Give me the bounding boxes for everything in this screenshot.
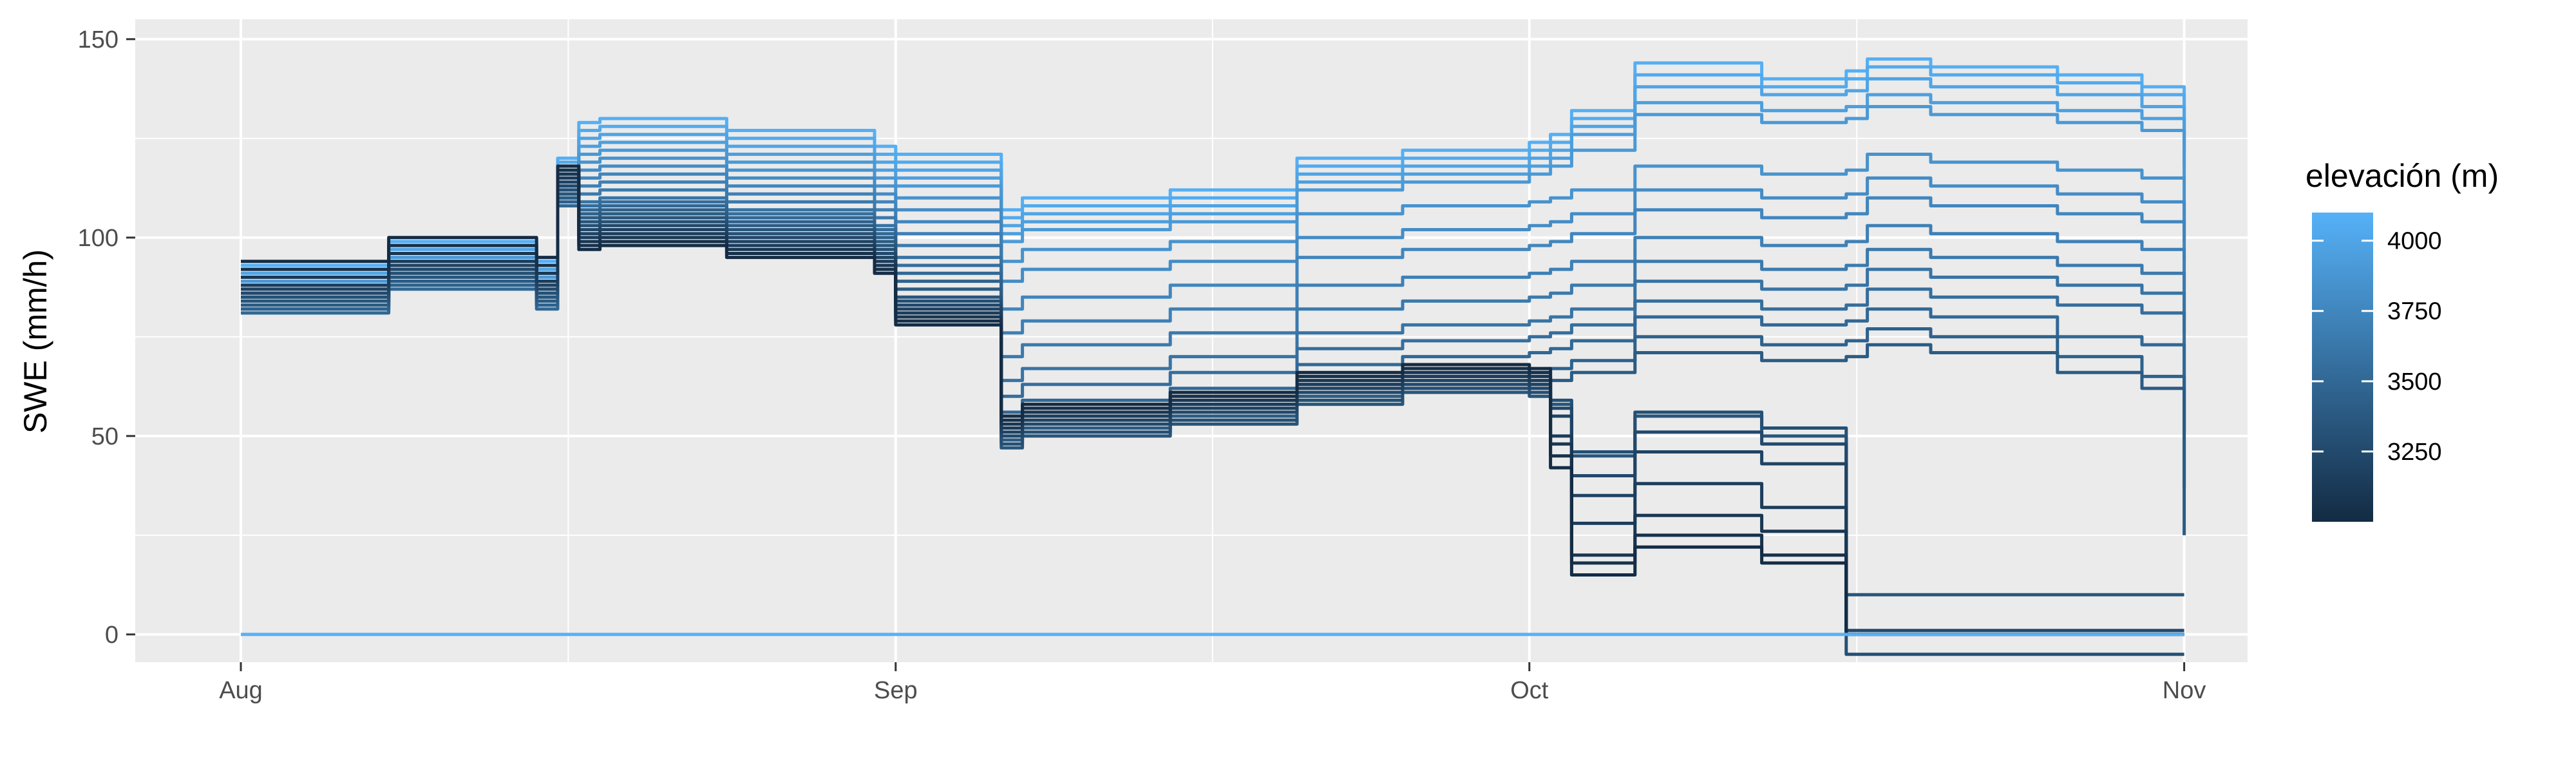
legend-title: elevación (m) <box>2306 158 2499 194</box>
panel-background <box>135 19 2248 662</box>
y-tick-label: 150 <box>78 26 118 53</box>
x-tick-label: Aug <box>219 677 263 704</box>
series-line <box>241 188 2184 656</box>
colorbar-label: 4000 <box>2387 228 2442 255</box>
x-tick-label: Sep <box>874 677 918 704</box>
colorbar-ticks: 3250 3500 3750 4000 <box>2312 228 2442 466</box>
y-tick-label: 100 <box>78 225 118 252</box>
legend: elevación (m) 3250 3500 3750 4000 <box>2306 158 2499 522</box>
y-tick-label: 0 <box>105 622 118 649</box>
x-tick-label: Nov <box>2163 677 2206 704</box>
x-axis: Aug Sep Oct Nov <box>219 662 2206 704</box>
series-line <box>241 188 2186 359</box>
series-lines <box>241 57 2186 656</box>
series-line <box>241 164 2184 636</box>
y-axis: 0 50 100 150 <box>78 26 135 649</box>
colorbar-label: 3500 <box>2387 368 2442 396</box>
colorbar-label: 3750 <box>2387 298 2442 325</box>
y-axis-title: SWE (mm/h) <box>17 249 53 434</box>
series-line <box>241 176 2184 636</box>
series-line <box>241 192 2184 596</box>
y-tick-label: 50 <box>91 423 118 450</box>
x-tick-label: Oct <box>1510 677 1549 704</box>
colorbar <box>2312 213 2373 522</box>
series-line <box>241 172 2184 636</box>
series-line <box>241 184 2184 633</box>
colorbar-label: 3250 <box>2387 439 2442 466</box>
series-line <box>241 168 2184 636</box>
series-line <box>241 180 2184 636</box>
